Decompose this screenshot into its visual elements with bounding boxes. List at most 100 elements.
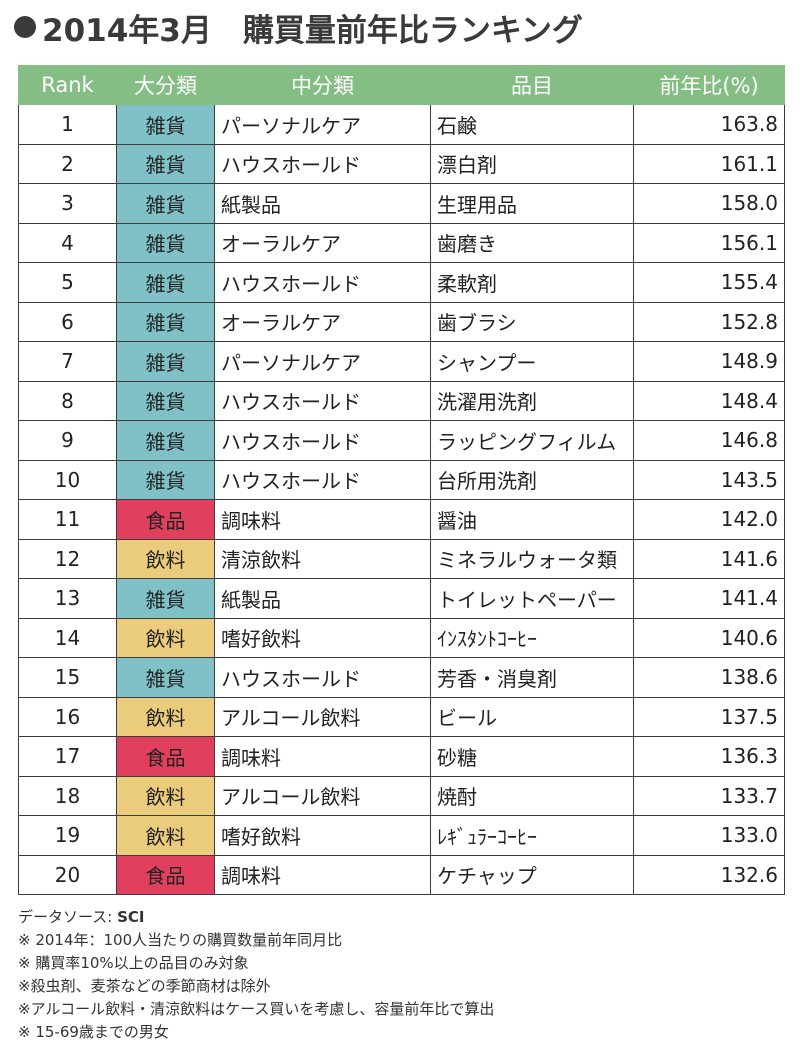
major-category-cell: 食品 xyxy=(116,736,215,777)
rank-cell: 2 xyxy=(18,143,117,184)
mid-category-cell: パーソナルケア xyxy=(214,341,431,382)
item-cell: 歯ブラシ xyxy=(430,301,634,342)
footnotes: データソース: SCI ※ 2014年：100人当たりの購買数量前年同月比 ※ … xyxy=(18,906,494,1044)
rank-cell: 16 xyxy=(18,696,117,737)
major-category-cell: 飲料 xyxy=(116,617,215,658)
item-cell: 砂糖 xyxy=(430,736,634,777)
rank-cell: 13 xyxy=(18,578,117,619)
major-category-cell: 雑貨 xyxy=(116,420,215,461)
item-cell: 石鹸 xyxy=(430,104,634,145)
item-cell: 芳香・消臭剤 xyxy=(430,657,634,698)
yoy-ratio-cell: 141.4 xyxy=(633,578,785,619)
table-row: 11 食品 調味料 醤油 142.0 xyxy=(18,499,785,540)
rank-cell: 14 xyxy=(18,617,117,658)
header-rank: Rank xyxy=(18,65,117,105)
table-row: 18 飲料 アルコール飲料 焼酎 133.7 xyxy=(18,775,785,816)
mid-category-cell: 調味料 xyxy=(214,854,431,895)
yoy-ratio-cell: 158.0 xyxy=(633,183,785,224)
major-category-cell: 雑貨 xyxy=(116,104,215,145)
footnote-line: ※アルコール飲料・清涼飲料はケース買いを考慮し、容量前年比で算出 xyxy=(18,1000,495,1018)
rank-cell: 18 xyxy=(18,775,117,816)
table-header-row: Rank 大分類 中分類 品目 前年比(%) xyxy=(18,65,785,105)
table-row: 7 雑貨 パーソナルケア シャンプー 148.9 xyxy=(18,341,785,382)
major-category-cell: 雑貨 xyxy=(116,578,215,619)
table-row: 6 雑貨 オーラルケア 歯ブラシ 152.8 xyxy=(18,301,785,342)
rank-cell: 11 xyxy=(18,499,117,540)
item-cell: 台所用洗剤 xyxy=(430,459,634,500)
major-category-cell: 飲料 xyxy=(116,815,215,856)
data-source-name: SCI xyxy=(117,908,145,926)
yoy-ratio-cell: 155.4 xyxy=(633,262,785,303)
mid-category-cell: 嗜好飲料 xyxy=(214,815,431,856)
yoy-ratio-cell: 132.6 xyxy=(633,854,785,895)
rank-cell: 10 xyxy=(18,459,117,500)
major-category-cell: 雑貨 xyxy=(116,301,215,342)
major-category-cell: 食品 xyxy=(116,499,215,540)
item-cell: ｲﾝｽﾀﾝﾄｺｰﾋｰ xyxy=(430,617,634,658)
table-row: 4 雑貨 オーラルケア 歯磨き 156.1 xyxy=(18,222,785,263)
yoy-ratio-cell: 161.1 xyxy=(633,143,785,184)
yoy-ratio-cell: 141.6 xyxy=(633,538,785,579)
footnote-line: ※殺虫剤、麦茶などの季節商材は除外 xyxy=(18,977,271,995)
mid-category-cell: ハウスホールド xyxy=(214,420,431,461)
mid-category-cell: 嗜好飲料 xyxy=(214,617,431,658)
yoy-ratio-cell: 143.5 xyxy=(633,459,785,500)
yoy-ratio-cell: 152.8 xyxy=(633,301,785,342)
rank-cell: 19 xyxy=(18,815,117,856)
yoy-ratio-cell: 148.9 xyxy=(633,341,785,382)
item-cell: 漂白剤 xyxy=(430,143,634,184)
mid-category-cell: オーラルケア xyxy=(214,222,431,263)
table-row: 8 雑貨 ハウスホールド 洗濯用洗剤 148.4 xyxy=(18,380,785,421)
mid-category-cell: 調味料 xyxy=(214,736,431,777)
header-item: 品目 xyxy=(430,65,634,105)
major-category-cell: 雑貨 xyxy=(116,341,215,382)
rank-cell: 20 xyxy=(18,854,117,895)
rank-cell: 15 xyxy=(18,657,117,698)
table-row: 3 雑貨 紙製品 生理用品 158.0 xyxy=(18,183,785,224)
table-row: 15 雑貨 ハウスホールド 芳香・消臭剤 138.6 xyxy=(18,657,785,698)
table-row: 9 雑貨 ハウスホールド ラッピングフィルム 146.8 xyxy=(18,420,785,461)
yoy-ratio-cell: 140.6 xyxy=(633,617,785,658)
table-row: 13 雑貨 紙製品 トイレットペーパー 141.4 xyxy=(18,578,785,619)
item-cell: 洗濯用洗剤 xyxy=(430,380,634,421)
mid-category-cell: アルコール飲料 xyxy=(214,775,431,816)
major-category-cell: 雑貨 xyxy=(116,459,215,500)
data-source: データソース: SCI xyxy=(18,906,494,929)
yoy-ratio-cell: 148.4 xyxy=(633,380,785,421)
header-yoy-ratio: 前年比(%) xyxy=(633,65,785,105)
major-category-cell: 雑貨 xyxy=(116,183,215,224)
yoy-ratio-cell: 138.6 xyxy=(633,657,785,698)
footnote-line: ※ 15-69歳までの男女 xyxy=(18,1023,169,1041)
major-category-cell: 飲料 xyxy=(116,696,215,737)
major-category-cell: 雑貨 xyxy=(116,222,215,263)
mid-category-cell: アルコール飲料 xyxy=(214,696,431,737)
rank-cell: 12 xyxy=(18,538,117,579)
major-category-cell: 飲料 xyxy=(116,538,215,579)
bullet-dot-icon xyxy=(14,16,36,38)
table-row: 1 雑貨 パーソナルケア 石鹸 163.8 xyxy=(18,104,785,145)
major-category-cell: 雑貨 xyxy=(116,657,215,698)
ranking-table-body: 1 雑貨 パーソナルケア 石鹸 163.8 2 雑貨 ハウスホールド 漂白剤 161.1 3 雑貨 紙製… xyxy=(18,104,785,895)
table-row: 20 食品 調味料 ケチャップ 132.6 xyxy=(18,854,785,895)
table-row: 16 飲料 アルコール飲料 ビール 137.5 xyxy=(18,696,785,737)
table-row: 19 飲料 嗜好飲料 ﾚｷﾞｭﾗｰｺｰﾋｰ 133.0 xyxy=(18,815,785,856)
yoy-ratio-cell: 137.5 xyxy=(633,696,785,737)
major-category-cell: 飲料 xyxy=(116,775,215,816)
item-cell: ﾚｷﾞｭﾗｰｺｰﾋｰ xyxy=(430,815,634,856)
table-row: 14 飲料 嗜好飲料 ｲﾝｽﾀﾝﾄｺｰﾋｰ 140.6 xyxy=(18,617,785,658)
rank-cell: 4 xyxy=(18,222,117,263)
mid-category-cell: ハウスホールド xyxy=(214,143,431,184)
rank-cell: 7 xyxy=(18,341,117,382)
yoy-ratio-cell: 133.0 xyxy=(633,815,785,856)
major-category-cell: 食品 xyxy=(116,854,215,895)
yoy-ratio-cell: 136.3 xyxy=(633,736,785,777)
footnote-line: ※ 購買率10%以上の品目のみ対象 xyxy=(18,954,249,972)
mid-category-cell: 紙製品 xyxy=(214,183,431,224)
rank-cell: 5 xyxy=(18,262,117,303)
rank-cell: 8 xyxy=(18,380,117,421)
item-cell: 歯磨き xyxy=(430,222,634,263)
yoy-ratio-cell: 163.8 xyxy=(633,104,785,145)
rank-cell: 1 xyxy=(18,104,117,145)
ranking-table: Rank 大分類 中分類 品目 前年比(%) 1 雑貨 パーソナルケア 石鹸 163.8… xyxy=(18,65,785,895)
mid-category-cell: ハウスホールド xyxy=(214,380,431,421)
